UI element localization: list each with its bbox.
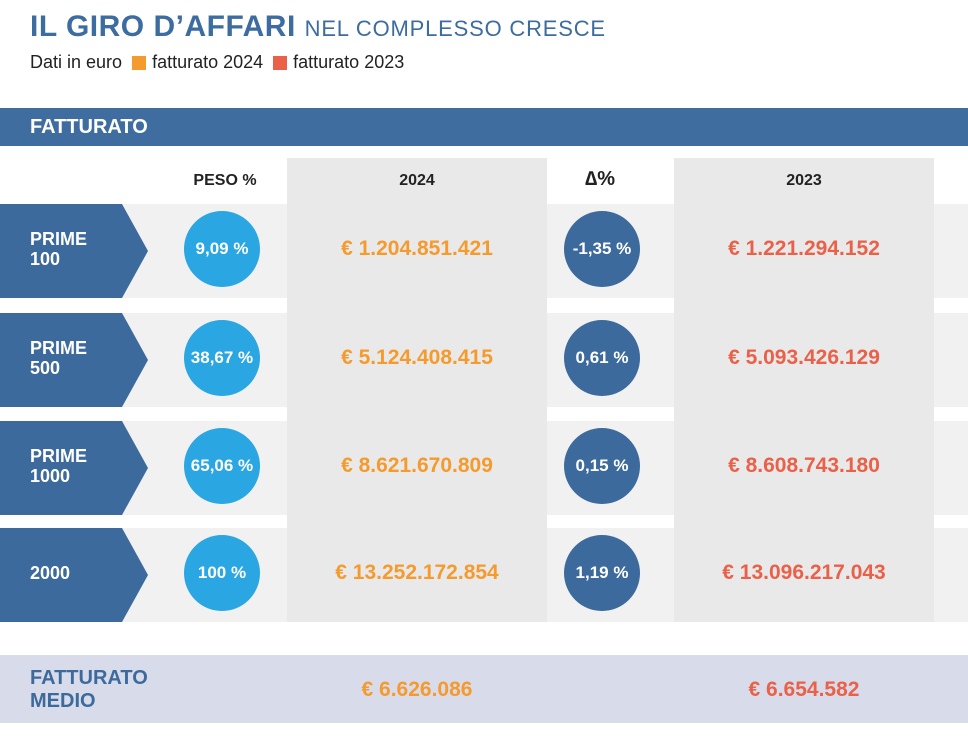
page-title: IL GIRO D’AFFARI NEL COMPLESSO CRESCE (30, 10, 606, 44)
peso-badge: 100 % (184, 535, 260, 611)
row-label-line1: PRIME (30, 446, 88, 466)
row-label-arrow (0, 204, 148, 298)
value-2024: € 1.204.851.421 (341, 237, 493, 260)
value-2024: € 5.124.408.415 (341, 346, 493, 369)
row-label-arrow (0, 313, 148, 407)
column-2024-background (287, 158, 547, 622)
average-row: FATTURATO MEDIO € 6.626.086 € 6.654.582 (0, 655, 968, 723)
delta-badge: -1,35 % (564, 211, 640, 287)
delta-badge: 1,19 % (564, 535, 640, 611)
row-label: PRIME 100 (30, 229, 87, 269)
legend-label-2023: fatturato 2023 (293, 52, 405, 72)
value-2023: € 8.608.743.180 (728, 454, 880, 477)
legend-swatch-2023 (273, 55, 288, 70)
delta-badge: 0,15 % (564, 428, 640, 504)
row-label-line1: 2000 (30, 563, 71, 583)
column-2023-background (674, 158, 934, 622)
legend-prefix: Dati in euro (30, 52, 123, 72)
row-label-line2: 100 (30, 249, 61, 269)
peso-badge: 9,09 % (184, 211, 260, 287)
value-2024: € 13.252.172.854 (335, 561, 499, 584)
average-label-line2: MEDIO (30, 690, 96, 712)
peso-badge: 38,67 % (184, 320, 260, 396)
row-label-line1: PRIME (30, 338, 88, 358)
delta-badge: 0,61 % (564, 320, 640, 396)
value-2023: € 1.221.294.152 (728, 237, 880, 260)
section-band: FATTURATO (0, 108, 968, 146)
title-sub: NEL COMPLESSO CRESCE (304, 16, 606, 41)
average-2024: € 6.626.086 (361, 678, 473, 701)
value-2024: € 8.621.670.809 (341, 454, 493, 477)
section-label: FATTURATO (30, 116, 148, 138)
value-2023: € 5.093.426.129 (728, 346, 880, 369)
row-label-arrow (0, 421, 148, 515)
legend: Dati in euro fatturato 2024 fatturato 20… (30, 52, 404, 73)
row-label-line2: 500 (30, 358, 61, 378)
average-2023: € 6.654.582 (748, 678, 860, 701)
legend-label-2024: fatturato 2024 (152, 52, 264, 72)
average-label: FATTURATO MEDIO (30, 667, 148, 713)
row-label: PRIME 500 (30, 338, 87, 378)
peso-badge: 65,06 % (184, 428, 260, 504)
row-label-line1: PRIME (30, 229, 88, 249)
title-main: IL GIRO D’AFFARI (30, 10, 296, 43)
header-delta: ∆% (584, 168, 616, 190)
row-label-arrow (0, 528, 148, 622)
value-2023: € 13.096.217.043 (722, 561, 886, 584)
average-label-line1: FATTURATO (30, 667, 148, 689)
row-label-line2: 1000 (30, 466, 71, 486)
row-label: PRIME 1000 (30, 446, 87, 486)
header-2024: 2024 (399, 172, 435, 189)
header-peso: PESO % (193, 172, 257, 189)
legend-swatch-2024 (132, 55, 147, 70)
header-2023: 2023 (786, 172, 822, 189)
row-label: 2000 (30, 563, 70, 583)
